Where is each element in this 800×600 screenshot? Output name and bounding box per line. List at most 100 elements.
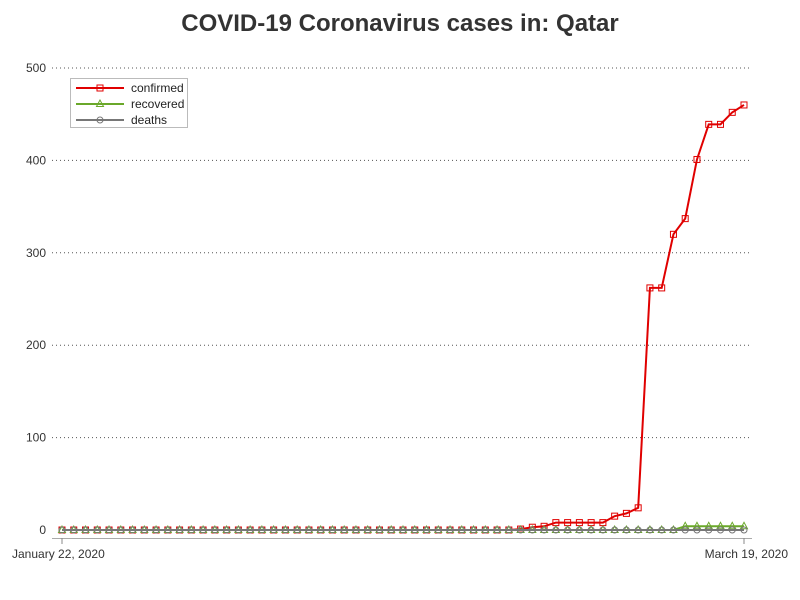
deaths-point (481, 526, 489, 534)
series-line-confirmed (62, 104, 745, 531)
deaths-point (493, 526, 501, 534)
legend-label: confirmed (131, 81, 184, 95)
deaths-point (152, 526, 160, 534)
recovered-point (704, 521, 714, 530)
deaths-point (564, 526, 572, 534)
deaths-point (634, 526, 642, 534)
deaths-point (187, 526, 195, 534)
deaths-point (528, 526, 536, 534)
deaths-point (728, 526, 736, 534)
confirmed-point (681, 215, 689, 223)
confirmed-point (622, 509, 630, 517)
deaths-point (434, 526, 442, 534)
chart-title: COVID-19 Coronavirus cases in: Qatar (181, 10, 619, 37)
deaths-point (669, 526, 677, 534)
confirmed-point (634, 504, 642, 512)
deaths-point (364, 526, 372, 534)
recovered-point (692, 521, 702, 530)
confirmed-point (716, 120, 724, 128)
legend-item-recovered: recovered (76, 97, 184, 111)
deaths-point (575, 526, 583, 534)
confirmed-point (740, 101, 748, 109)
deaths-point (352, 526, 360, 534)
y-tick-label: 500 (26, 61, 46, 75)
confirmed-point (693, 155, 701, 163)
deaths-point (105, 526, 113, 534)
deaths-point (646, 526, 654, 534)
deaths-point (70, 526, 78, 534)
y-tick-label: 0 (39, 523, 46, 537)
deaths-point (740, 526, 748, 534)
deaths-point (446, 526, 454, 534)
deaths-point (693, 526, 701, 534)
deaths-point (199, 526, 207, 534)
deaths-point (258, 526, 266, 534)
deaths-point (305, 526, 313, 534)
deaths-point (328, 526, 336, 534)
y-tick-label: 200 (26, 338, 46, 352)
deaths-point (140, 526, 148, 534)
legend-marker (96, 84, 104, 92)
y-tick-label: 100 (26, 431, 46, 445)
confirmed-point (728, 108, 736, 116)
recovered-point (739, 521, 749, 530)
deaths-point (281, 526, 289, 534)
legend-marker (96, 116, 104, 124)
deaths-point (223, 526, 231, 534)
deaths-point (458, 526, 466, 534)
x-tick-label: March 19, 2020 (705, 547, 789, 561)
deaths-point (93, 526, 101, 534)
deaths-point (716, 526, 724, 534)
deaths-point (117, 526, 125, 534)
recovered-point (680, 521, 690, 530)
deaths-point (293, 526, 301, 534)
legend-marker (95, 98, 105, 107)
legend-label: deaths (131, 113, 167, 127)
deaths-point (270, 526, 278, 534)
deaths-point (611, 526, 619, 534)
deaths-point (399, 526, 407, 534)
confirmed-point (658, 284, 666, 292)
grid-layer (52, 67, 752, 439)
recovered-point (716, 521, 725, 530)
deaths-point (423, 526, 431, 534)
deaths-point (505, 526, 513, 534)
deaths-point (317, 526, 325, 534)
series-confirmed (58, 101, 748, 534)
deaths-point (234, 526, 242, 534)
deaths-point (246, 526, 254, 534)
deaths-point (470, 526, 478, 534)
deaths-point (599, 526, 607, 534)
deaths-point (411, 526, 419, 534)
y-tick-label: 300 (26, 246, 46, 260)
deaths-point (705, 526, 713, 534)
deaths-point (176, 526, 184, 534)
deaths-point (375, 526, 383, 534)
y-tick-label: 400 (26, 153, 46, 167)
deaths-point (387, 526, 395, 534)
recovered-point (727, 521, 737, 530)
legend-item-confirmed: confirmed (76, 81, 184, 95)
x-tick-label: January 22, 2020 (12, 547, 105, 561)
deaths-point (58, 526, 66, 534)
deaths-point (658, 526, 666, 534)
deaths-point (340, 526, 348, 534)
deaths-point (622, 526, 630, 534)
confirmed-point (705, 120, 713, 128)
deaths-point (681, 526, 689, 534)
deaths-point (517, 526, 525, 534)
deaths-point (211, 526, 219, 534)
deaths-point (82, 526, 90, 534)
confirmed-point (646, 284, 654, 292)
deaths-point (540, 526, 548, 534)
legend: confirmed recovered deaths (70, 78, 188, 128)
axis-layer: 0 100 200 300 400 500 January 22, 2020 March 19… (12, 61, 788, 561)
legend-label: recovered (131, 97, 184, 111)
confirmed-point (669, 230, 677, 238)
legend-item-deaths: deaths (76, 113, 167, 127)
deaths-point (552, 526, 560, 534)
deaths-point (129, 526, 137, 534)
deaths-point (164, 526, 172, 534)
deaths-point (587, 526, 595, 534)
